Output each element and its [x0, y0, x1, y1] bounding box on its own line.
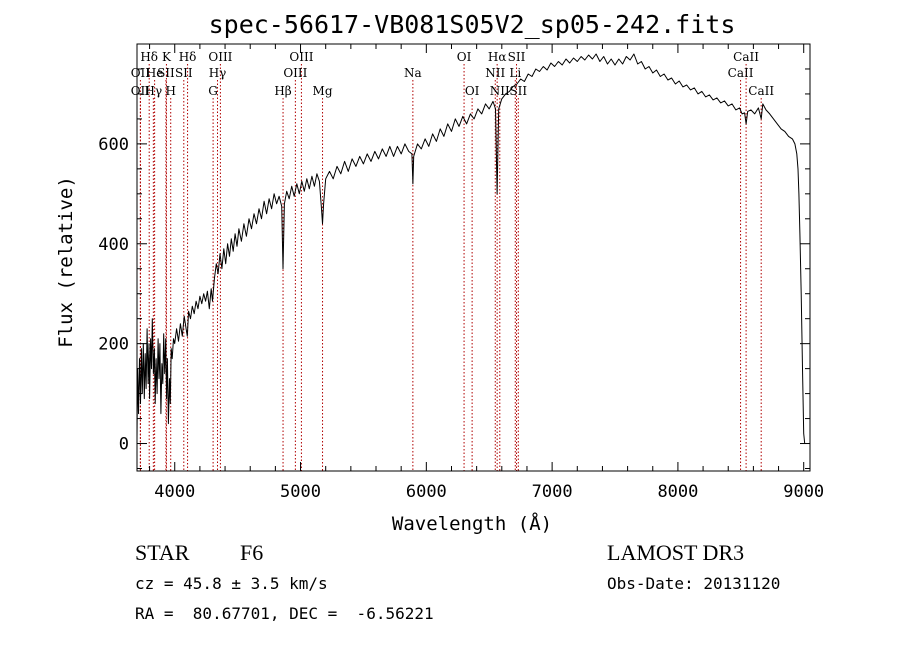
line-label-21: NII — [485, 66, 505, 80]
line-label-9: SII — [175, 66, 193, 80]
line-label-18: OI — [457, 50, 472, 64]
y-axis-label: Flux (relative) — [55, 176, 77, 348]
line-label-8: Hδ — [179, 50, 197, 64]
line-label-27: CaII — [728, 66, 754, 80]
y-tick-label-0: 0 — [119, 435, 129, 455]
line-label-25: SII — [509, 84, 527, 98]
observation-date: Obs-Date: 20131120 — [607, 574, 781, 593]
object-class: STAR — [135, 540, 190, 565]
plot-frame — [136, 43, 811, 472]
survey-name: LAMOST DR3 — [607, 540, 745, 565]
line-label-26: CaII — [733, 50, 759, 64]
line-label-19: OI — [465, 84, 480, 98]
line-label-4: Hγ — [145, 84, 163, 98]
line-label-17: Na — [404, 66, 422, 80]
chart-title: spec-56617-VB081S05V2_sp05-242.fits — [209, 10, 736, 39]
object-subclass: F6 — [240, 540, 264, 565]
x-tick-label-8000: 8000 — [657, 482, 698, 502]
y-tick-label-400: 400 — [98, 235, 129, 255]
line-label-24: Li — [509, 66, 521, 80]
line-label-10: OIII — [208, 50, 232, 64]
y-tick-label-200: 200 — [98, 335, 129, 355]
line-label-2: OII — [131, 84, 151, 98]
series-layer — [136, 53, 806, 444]
line-label-14: OIII — [289, 50, 313, 64]
line-label-23: SII — [508, 50, 526, 64]
line-label-5: K — [162, 50, 172, 64]
line-label-1: OII — [131, 66, 151, 80]
x-tick-label-6000: 6000 — [406, 482, 447, 502]
line-label-13: Hβ — [274, 84, 291, 98]
axis-ticks: 4000 5000 6000 7000 8000 9000 0 200 400 600 — [98, 44, 824, 502]
line-label-7: H — [165, 84, 175, 98]
line-label-20: Hα — [488, 50, 507, 64]
x-axis-label: Wavelength (Å) — [392, 512, 552, 535]
x-tick-label-7000: 7000 — [532, 482, 573, 502]
x-tick-label-9000: 9000 — [783, 482, 824, 502]
line-label-22: NII — [490, 84, 510, 98]
line-label-11: Hγ — [209, 66, 227, 80]
y-tick-label-600: 600 — [98, 135, 129, 155]
x-tick-label-5000: 5000 — [280, 482, 321, 502]
line-label-16: Mg — [313, 84, 333, 98]
line-label-15: OIII — [283, 66, 307, 80]
redshift-cz: cz = 45.8 ± 3.5 km/s — [135, 574, 328, 593]
x-tick-label-4000: 4000 — [154, 482, 195, 502]
line-label-12: G — [208, 84, 218, 98]
coordinates: RA = 80.67701, DEC = -6.56221 — [135, 604, 434, 623]
line-label-0: Hδ — [140, 50, 158, 64]
series-line-flux — [136, 53, 806, 444]
line-label-28: CaII — [748, 84, 774, 98]
line-label-3: He — [146, 66, 164, 80]
line-label-6: SII — [157, 66, 175, 80]
